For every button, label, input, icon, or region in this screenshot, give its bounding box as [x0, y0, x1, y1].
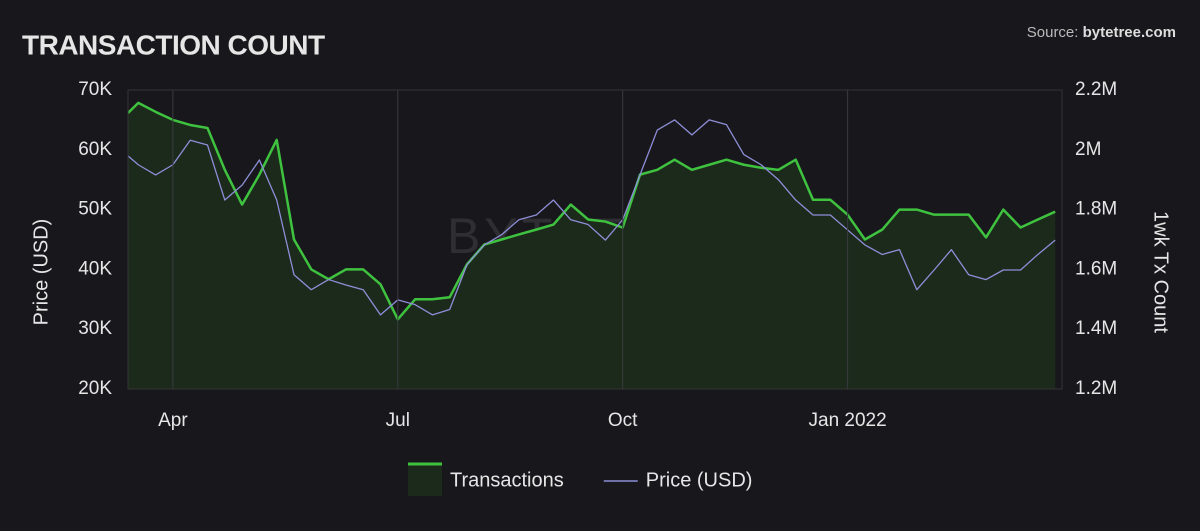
y2-tick-label: 2.2M: [1075, 79, 1117, 100]
y-tick-label: 40K: [78, 258, 112, 279]
legend-label: Price (USD): [646, 469, 753, 491]
x-tick-label: Jul: [386, 410, 410, 431]
y-tick-label: 20K: [78, 378, 112, 399]
x-tick-label: Oct: [608, 410, 638, 431]
plot-area: [128, 101, 1056, 389]
y2-tick-label: 1.2M: [1075, 378, 1117, 399]
y-tick-label: 70K: [78, 79, 112, 100]
line: [128, 119, 1056, 316]
legend-label: Transactions: [450, 469, 564, 491]
x-tick-label: Jan 2022: [809, 410, 887, 431]
y2-tick-label: 1.6M: [1075, 258, 1117, 279]
chart-title: TRANSACTION COUNT: [22, 29, 325, 60]
y2-tick-label: 2M: [1075, 139, 1101, 160]
area: [128, 102, 1056, 389]
y-axis-label: Price (USD): [30, 219, 52, 326]
legend-swatch: [408, 464, 442, 496]
line: [128, 101, 1056, 321]
source-label: Source:: [1027, 24, 1079, 41]
y-tick-label: 50K: [78, 199, 112, 220]
y2-tick-label: 1.8M: [1075, 199, 1117, 220]
plot-background: [127, 89, 1063, 390]
y2-tick-label: 1.4M: [1075, 318, 1117, 339]
x-tick-label: Apr: [158, 410, 188, 431]
source-site: bytetree.com: [1083, 24, 1176, 41]
y2-axis-label: 1wk Tx Count: [1150, 211, 1172, 333]
y-tick-label: 60K: [78, 139, 112, 160]
y-tick-label: 30K: [78, 318, 112, 339]
source: Source: bytetree.com: [1027, 24, 1176, 41]
